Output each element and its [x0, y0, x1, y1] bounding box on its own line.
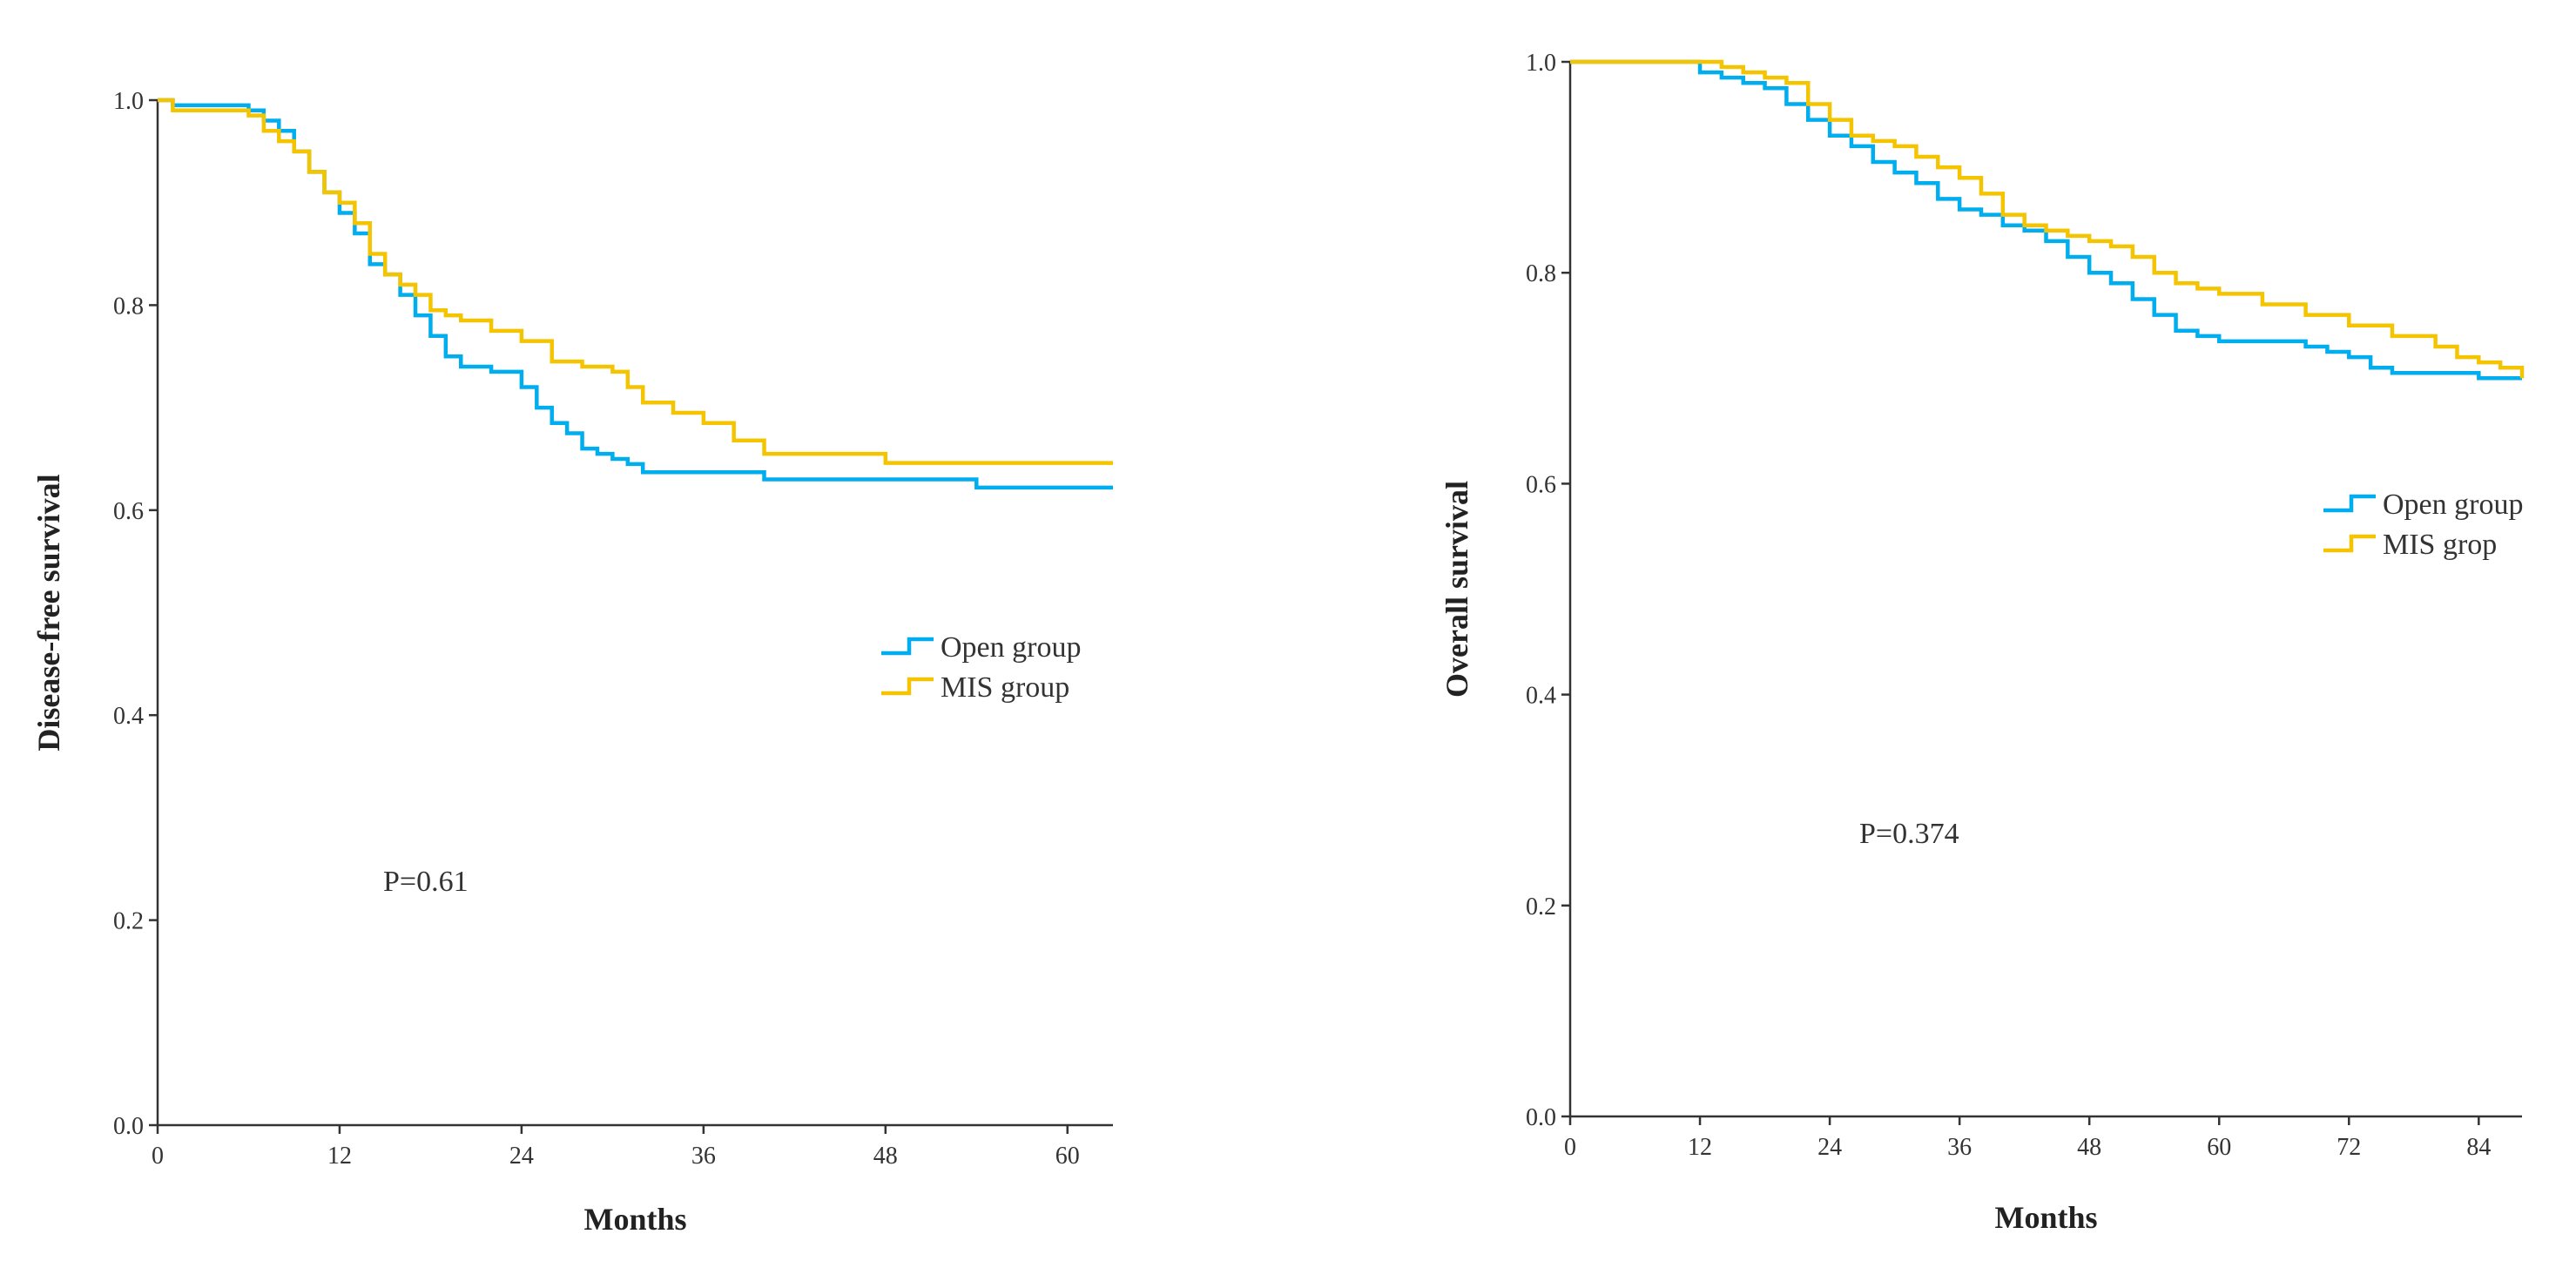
legend-swatch [881, 637, 934, 656]
open-group-curve [158, 98, 1113, 490]
legend-swatch [881, 677, 934, 696]
x-tick-label: 48 [873, 1143, 898, 1170]
x-tick-label: 12 [1688, 1134, 1712, 1161]
x-tick-label: 0 [152, 1143, 164, 1170]
y-tick-label: 0.4 [1526, 683, 1556, 710]
y-tick-label: 1.0 [113, 88, 144, 115]
y-tick-label: 0.8 [113, 293, 144, 320]
y-tick-label: 0.6 [1526, 471, 1556, 498]
x-tick-label: 48 [2077, 1134, 2101, 1161]
legend-label: Open group [2383, 489, 2523, 521]
x-tick-label: 36 [691, 1143, 716, 1170]
x-tick-label: 24 [1817, 1134, 1842, 1161]
x-tick-label: 84 [2466, 1134, 2491, 1161]
y-axis-title: Overall survival [1440, 481, 1474, 698]
y-tick-label: 0.4 [113, 703, 144, 730]
y-tick-label: 0.6 [113, 498, 144, 525]
y-tick-label: 0.0 [1526, 1104, 1556, 1131]
mis-group-curve [158, 98, 1113, 465]
open-group-curve [1570, 59, 2522, 381]
mis-group-curve [1570, 59, 2525, 379]
x-tick-label: 12 [327, 1143, 352, 1170]
y-tick-label: 0.2 [1526, 893, 1556, 920]
x-tick-label: 60 [2207, 1134, 2231, 1161]
x-tick-label: 60 [1055, 1143, 1080, 1170]
dfs-chart: 0.0 0.2 0.4 0.6 0.8 1.0 0 12 24 36 48 60 Months Disea… [31, 88, 1113, 1237]
legend-swatch [2323, 494, 2376, 513]
x-tick-label: 24 [509, 1143, 534, 1170]
y-tick-label: 0.0 [113, 1113, 144, 1140]
x-tick-label: 0 [1564, 1134, 1576, 1161]
legend-label: MIS group [941, 671, 1069, 704]
legend-label: MIS grop [2383, 529, 2497, 561]
legend-label: Open group [941, 631, 1081, 664]
x-tick-label: 36 [1947, 1134, 1972, 1161]
x-tick-label: 72 [2337, 1134, 2361, 1161]
legend-swatch [2323, 534, 2376, 553]
os-chart: 0.0 0.2 0.4 0.6 0.8 1.0 0 12 24 36 48 60 72 84 Months O… [1440, 50, 2525, 1235]
x-axis-title: Months [583, 1202, 686, 1237]
y-tick-label: 0.2 [113, 908, 144, 935]
x-axis-title: Months [1994, 1200, 2097, 1235]
y-axis-title: Disease-free survival [31, 474, 66, 751]
p-value-annotation: P=0.374 [1859, 818, 1959, 850]
p-value-annotation: P=0.61 [383, 866, 469, 898]
y-tick-label: 0.8 [1526, 260, 1556, 287]
y-tick-label: 1.0 [1526, 50, 1556, 77]
